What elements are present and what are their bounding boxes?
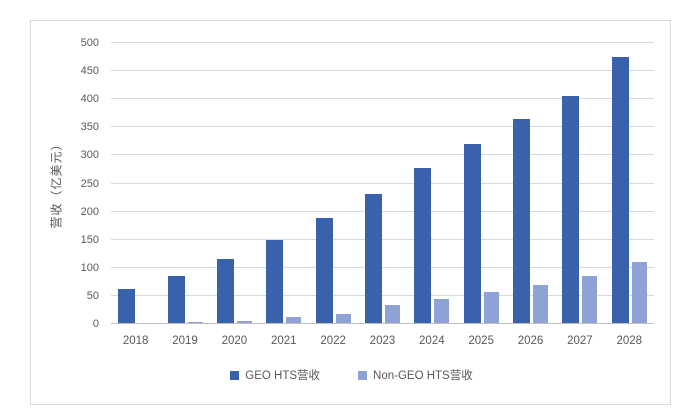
legend-item-geo: GEO HTS营收 bbox=[230, 367, 320, 383]
bar-non-geo-2026 bbox=[533, 284, 549, 324]
x-tick-label: 2019 bbox=[172, 335, 198, 347]
x-tick-label: 2022 bbox=[320, 335, 346, 347]
bar-group-2022 bbox=[308, 43, 357, 324]
legend-swatch-icon bbox=[230, 370, 240, 380]
chart-area: 营收（亿美元） 0 50 100 150 200 250 300 350 400 450 500 2… bbox=[30, 20, 671, 405]
gridline bbox=[111, 238, 654, 240]
legend-label: Non-GEO HTS营收 bbox=[373, 370, 473, 382]
gridline bbox=[111, 210, 654, 212]
x-tick-label: 2023 bbox=[369, 335, 396, 347]
bar-non-geo-2027 bbox=[582, 276, 598, 324]
legend: GEO HTS营收 Non-GEO HTS营收 bbox=[31, 367, 672, 383]
bar-non-geo-2025 bbox=[483, 291, 499, 324]
bar-geo-2027 bbox=[562, 96, 580, 324]
legend-item-non-geo: Non-GEO HTS营收 bbox=[358, 367, 473, 383]
bar-geo-2028 bbox=[611, 57, 629, 324]
gridline bbox=[111, 126, 654, 128]
bar-group-2023 bbox=[358, 43, 407, 324]
bar-non-geo-2023 bbox=[384, 305, 400, 324]
bar-group-2021 bbox=[259, 43, 308, 324]
x-tick-label: 2020 bbox=[221, 335, 248, 347]
x-tick-label: 2018 bbox=[122, 335, 149, 347]
legend-label: GEO HTS营收 bbox=[245, 370, 321, 382]
plot-area bbox=[111, 42, 654, 324]
legend-swatch-icon bbox=[358, 370, 368, 380]
bar-non-geo-2022 bbox=[335, 313, 351, 324]
x-tick-label: 2025 bbox=[468, 335, 494, 347]
y-tick-label: 250 bbox=[80, 177, 99, 190]
gridline bbox=[111, 294, 654, 296]
bar-group-2019 bbox=[160, 43, 209, 324]
bar-group-2020 bbox=[210, 43, 259, 324]
bar-group-2024 bbox=[407, 43, 456, 324]
y-tick-label: 300 bbox=[80, 149, 99, 162]
y-tick-label: 100 bbox=[80, 261, 99, 274]
x-tick-label: 2026 bbox=[517, 335, 544, 347]
y-tick-label: 0 bbox=[92, 318, 99, 330]
bar-geo-2018 bbox=[118, 289, 136, 324]
y-tick-label: 500 bbox=[80, 37, 99, 49]
x-tick-label: 2024 bbox=[419, 335, 445, 347]
y-tick-label: 50 bbox=[86, 289, 99, 302]
bar-group-2027 bbox=[555, 43, 604, 324]
gridline bbox=[111, 70, 654, 72]
x-axis-line bbox=[111, 323, 654, 324]
gridline bbox=[111, 182, 654, 184]
y-tick-label: 400 bbox=[80, 93, 99, 106]
gridline bbox=[111, 42, 654, 43]
y-tick-label: 200 bbox=[80, 205, 99, 218]
x-tick-label: 2027 bbox=[567, 335, 593, 347]
bar-non-geo-2021 bbox=[286, 317, 302, 324]
bar-geo-2026 bbox=[513, 118, 531, 324]
gridline bbox=[111, 266, 654, 268]
bar-geo-2024 bbox=[414, 168, 432, 324]
y-axis-tick-labels: 0 50 100 150 200 250 300 350 400 450 500 bbox=[31, 37, 105, 330]
bar-geo-2021 bbox=[266, 239, 284, 324]
bar-group-2025 bbox=[457, 43, 506, 324]
bar-non-geo-2028 bbox=[631, 262, 647, 324]
bar-geo-2023 bbox=[364, 193, 382, 324]
bar-geo-2020 bbox=[216, 259, 234, 324]
bar-groups bbox=[111, 43, 654, 324]
bar-non-geo-2020 bbox=[236, 320, 252, 324]
x-tick-label: 2028 bbox=[616, 335, 643, 347]
gridline bbox=[111, 98, 654, 100]
bar-group-2028 bbox=[605, 43, 654, 324]
bar-geo-2025 bbox=[463, 144, 481, 324]
bar-geo-2019 bbox=[167, 276, 185, 324]
bar-group-2026 bbox=[506, 43, 555, 324]
bar-geo-2022 bbox=[315, 218, 333, 324]
bar-group-2018 bbox=[111, 43, 160, 324]
x-tick-label: 2021 bbox=[270, 335, 297, 347]
x-axis-tick-labels: 2018 2019 2020 2021 2022 2023 2024 2025 2026 2027… bbox=[111, 335, 654, 347]
gridline bbox=[111, 154, 654, 156]
y-tick-label: 350 bbox=[80, 121, 99, 134]
bar-non-geo-2024 bbox=[434, 298, 450, 324]
y-tick-label: 150 bbox=[80, 233, 99, 246]
y-tick-label: 450 bbox=[80, 65, 99, 78]
